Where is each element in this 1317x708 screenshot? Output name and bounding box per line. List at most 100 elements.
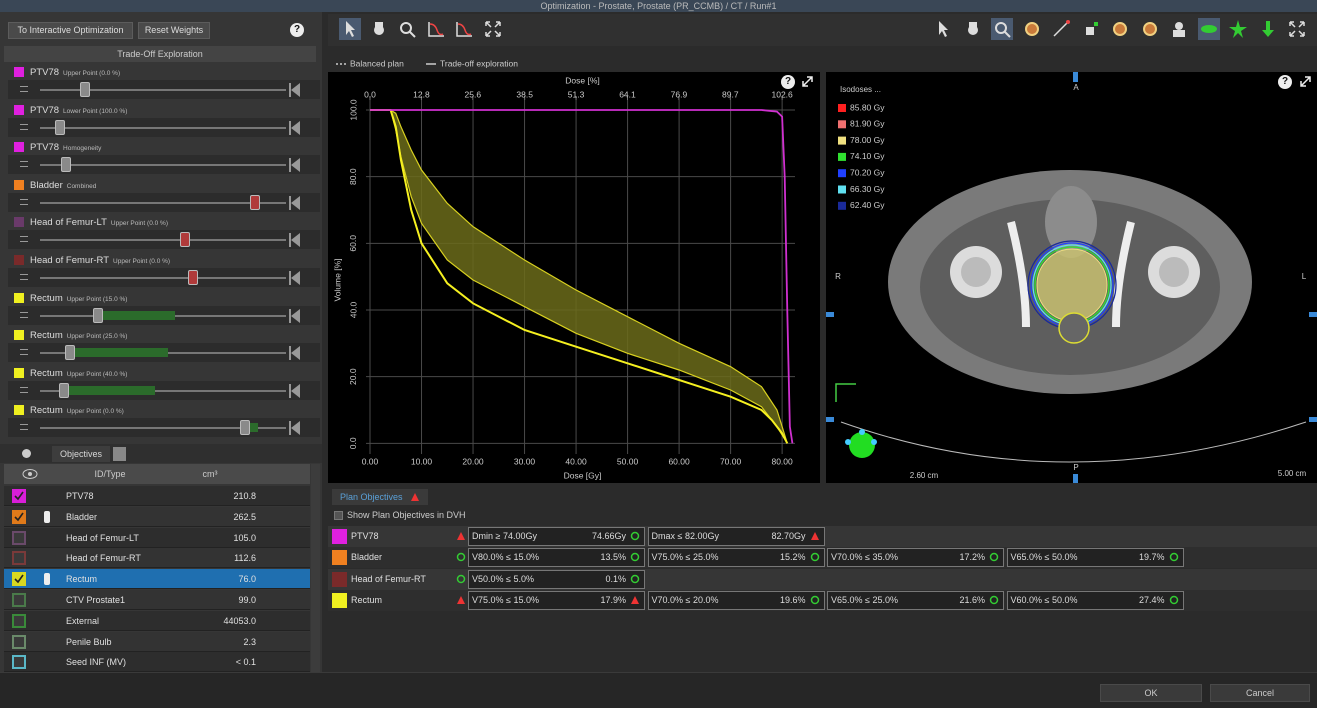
- tool-button[interactable]: [991, 18, 1013, 40]
- slider-handle-icon: [20, 86, 28, 92]
- objective-box[interactable]: [468, 591, 645, 611]
- objective-box[interactable]: [827, 548, 1004, 568]
- tool-button[interactable]: [1080, 18, 1102, 40]
- tool-button[interactable]: [482, 18, 504, 40]
- objective-detail: Combined: [66, 182, 97, 190]
- tool-button[interactable]: [1139, 18, 1161, 40]
- slider-track[interactable]: [40, 389, 286, 392]
- tab[interactable]: Objectives: [52, 446, 110, 462]
- objective-box[interactable]: [827, 591, 1004, 611]
- tool-button[interactable]: [1109, 18, 1131, 40]
- table-row[interactable]: [4, 506, 310, 527]
- slider-thumb[interactable]: [80, 82, 90, 97]
- slider-thumb[interactable]: [65, 345, 75, 361]
- button[interactable]: Cancel: [1210, 684, 1310, 702]
- scale-label: 5.00 cm: [1278, 469, 1307, 478]
- femoral-core: [961, 257, 991, 287]
- visibility-checkbox[interactable]: [12, 655, 26, 670]
- tool-button[interactable]: [1257, 18, 1279, 40]
- table-row[interactable]: [4, 486, 310, 506]
- slider-thumb[interactable]: [240, 420, 250, 436]
- button[interactable]: To Interactive Optimization: [8, 22, 133, 39]
- slider-thumb[interactable]: [61, 157, 71, 173]
- visibility-checkbox[interactable]: [12, 593, 26, 607]
- slider-track[interactable]: [40, 126, 286, 129]
- slider-track[interactable]: [40, 277, 286, 279]
- slider-end-icon: [289, 83, 300, 97]
- checkbox[interactable]: [334, 511, 343, 520]
- view-body: [1173, 30, 1185, 37]
- expand-button[interactable]: [801, 75, 814, 88]
- objective-box[interactable]: [468, 548, 645, 568]
- tool-button[interactable]: [453, 18, 475, 40]
- isodose-swatch: [838, 104, 846, 112]
- table-row[interactable]: [4, 652, 310, 673]
- objective-box[interactable]: [468, 569, 645, 589]
- fail-icon: [411, 493, 419, 501]
- button[interactable]: Reset Weights: [138, 22, 210, 39]
- tool-button[interactable]: [1050, 18, 1072, 40]
- slider-thumb[interactable]: [93, 307, 103, 323]
- check: [14, 512, 24, 522]
- expand-button[interactable]: [1299, 75, 1312, 88]
- slider-thumb[interactable]: [188, 270, 198, 285]
- table-row[interactable]: [4, 527, 310, 548]
- objective-box[interactable]: [647, 527, 825, 546]
- slider-thumb[interactable]: [59, 382, 69, 398]
- objective-box[interactable]: [468, 527, 645, 546]
- beam-marker: [871, 439, 877, 445]
- slider-track[interactable]: [40, 164, 286, 167]
- column-header: ID/Type: [94, 469, 126, 479]
- table-row[interactable]: [4, 548, 310, 569]
- tool-button[interactable]: [396, 18, 418, 40]
- slider-thumb[interactable]: [180, 232, 190, 248]
- tool-button[interactable]: [339, 18, 361, 40]
- table-row[interactable]: [4, 631, 310, 652]
- objective-box[interactable]: [1006, 591, 1184, 611]
- tool-button[interactable]: [368, 18, 390, 40]
- row-status: [457, 532, 465, 540]
- table-row[interactable]: [4, 610, 310, 631]
- slider-end-icon: [289, 195, 300, 210]
- scrollbar[interactable]: [311, 464, 320, 672]
- slider-track[interactable]: [40, 89, 286, 91]
- tool-button[interactable]: [932, 18, 954, 40]
- visibility-checkbox[interactable]: [12, 613, 26, 628]
- structure-glyph: [1142, 22, 1157, 36]
- objective-box[interactable]: [647, 548, 825, 568]
- visibility-checkbox[interactable]: [12, 551, 26, 566]
- table-row[interactable]: [4, 569, 310, 590]
- menu-icon[interactable]: [22, 449, 31, 458]
- visibility-checkbox[interactable]: [12, 634, 26, 649]
- tool-button[interactable]: [1197, 18, 1220, 40]
- slider-track[interactable]: [40, 201, 286, 204]
- tool-button[interactable]: [1168, 18, 1190, 40]
- slider-thumb[interactable]: [55, 119, 65, 135]
- objective-detail: Upper Point (0.0 %): [66, 408, 124, 416]
- table-row[interactable]: [4, 590, 310, 610]
- button[interactable]: OK: [1100, 684, 1202, 702]
- tool-button[interactable]: [1021, 18, 1043, 40]
- slider-track[interactable]: [40, 427, 286, 430]
- slider-thumb[interactable]: [250, 194, 260, 210]
- bladder: [1045, 186, 1097, 258]
- help-button[interactable]: ?: [781, 75, 795, 89]
- tab-icon[interactable]: [113, 447, 126, 461]
- x2-tick-label: 0.0: [364, 89, 376, 99]
- objective-box[interactable]: [647, 591, 825, 611]
- tool-button[interactable]: [962, 18, 984, 40]
- tool-button[interactable]: [425, 18, 447, 40]
- structure-volume: 210.8: [233, 491, 256, 501]
- slider-track[interactable]: [40, 239, 286, 242]
- tool-button[interactable]: [1286, 18, 1308, 40]
- fail-icon: [810, 532, 819, 540]
- tool-button[interactable]: [1227, 18, 1249, 40]
- objective-box[interactable]: [1006, 548, 1184, 568]
- help-button[interactable]: ?: [290, 23, 304, 37]
- structure-name: Rectum: [66, 574, 98, 585]
- tab[interactable]: Plan Objectives: [332, 489, 428, 505]
- visibility-checkbox[interactable]: [12, 530, 26, 545]
- structure-name: External: [66, 615, 100, 626]
- structure-swatch: [14, 142, 24, 153]
- help-button[interactable]: ?: [1278, 75, 1292, 89]
